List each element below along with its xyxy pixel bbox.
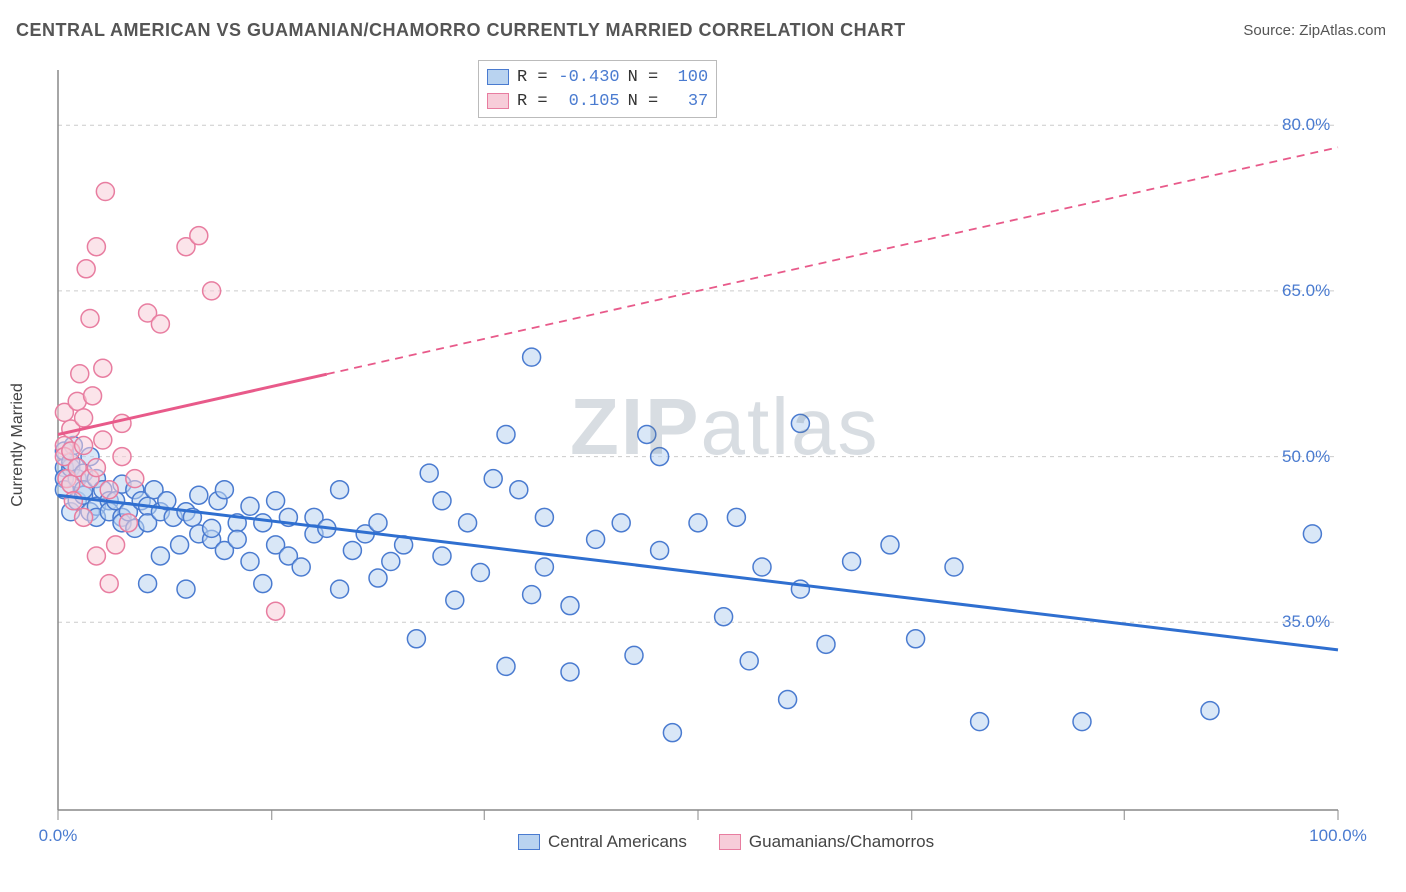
legend-label: Guamanians/Chamorros [749, 832, 934, 852]
source-attribution: Source: ZipAtlas.com [1243, 22, 1386, 39]
n-label: N = [628, 68, 659, 87]
stats-legend-row: R = 0.105 N = 37 [487, 89, 708, 113]
y-tick-label: 35.0% [1282, 612, 1336, 632]
r-value: 0.105 [556, 92, 620, 111]
stats-legend: R = -0.430 N = 100 R = 0.105 N = 37 [478, 60, 717, 118]
y-tick-label: 50.0% [1282, 447, 1336, 467]
stats-legend-row: R = -0.430 N = 100 [487, 65, 708, 89]
r-label: R = [517, 92, 548, 111]
source-label: Source: [1243, 22, 1299, 39]
n-label: N = [628, 92, 659, 111]
r-label: R = [517, 68, 548, 87]
y-tick-label: 65.0% [1282, 281, 1336, 301]
r-value: -0.430 [556, 68, 620, 87]
x-tick-label: 0.0% [39, 826, 78, 846]
chart-area: Currently Married ZIPatlas R =-0.430N =1… [48, 60, 1388, 830]
y-tick-label: 80.0% [1282, 115, 1336, 135]
legend-label: Central Americans [548, 832, 687, 852]
legend-swatch [487, 69, 509, 85]
y-axis-label: Currently Married [9, 383, 27, 507]
legend-swatch [487, 93, 509, 109]
series-legend: Central Americans Guamanians/Chamorros [518, 832, 934, 852]
source-value: ZipAtlas.com [1299, 22, 1386, 39]
scatter-plot-svg [48, 60, 1388, 840]
n-value: 100 [666, 68, 708, 87]
legend-swatch [518, 834, 540, 850]
legend-swatch [719, 834, 741, 850]
legend-item: Central Americans [518, 832, 687, 852]
legend-item: Guamanians/Chamorros [719, 832, 934, 852]
x-tick-label: 100.0% [1309, 826, 1367, 846]
n-value: 37 [666, 92, 708, 111]
chart-title: CENTRAL AMERICAN VS GUAMANIAN/CHAMORRO C… [16, 20, 906, 41]
